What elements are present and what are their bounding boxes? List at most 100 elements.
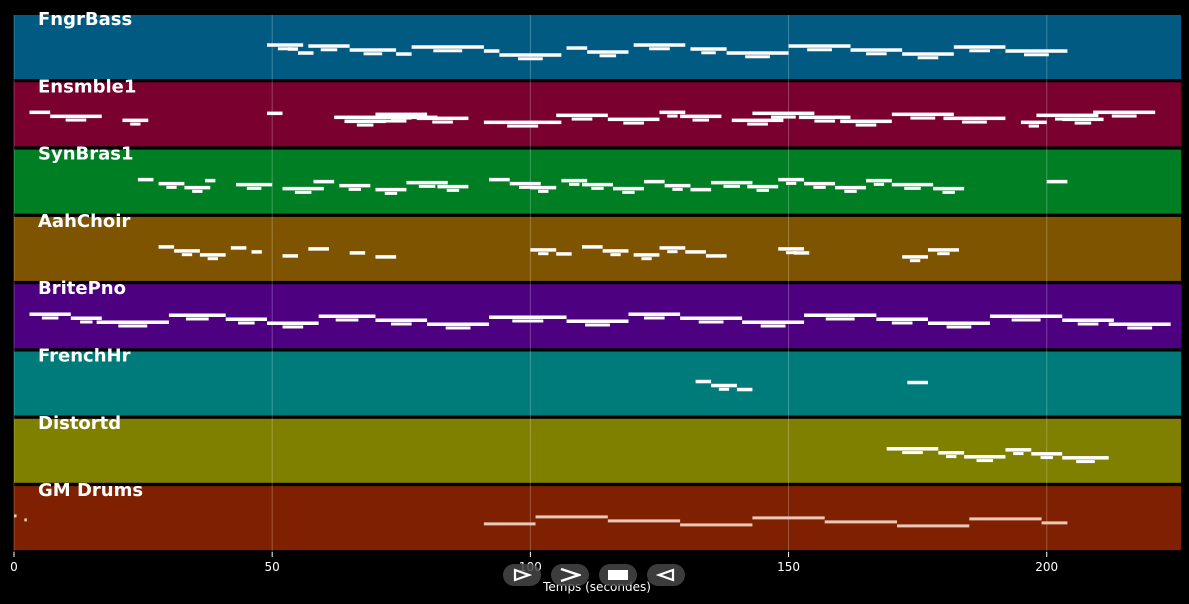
note [483, 522, 536, 526]
note [158, 245, 175, 249]
note [566, 46, 588, 50]
note [902, 52, 954, 56]
note [384, 191, 398, 195]
note [711, 180, 753, 185]
note [390, 116, 412, 120]
note [866, 178, 892, 183]
note [633, 253, 660, 257]
note [690, 187, 712, 192]
note [225, 317, 268, 321]
note [349, 48, 397, 52]
note [705, 254, 727, 258]
note [891, 112, 954, 117]
note [964, 455, 1006, 459]
note [517, 57, 543, 61]
note [137, 177, 154, 182]
playback-controls [503, 564, 685, 586]
note [569, 182, 580, 186]
note [731, 118, 784, 123]
note [785, 181, 797, 185]
note [509, 181, 541, 186]
note [334, 115, 438, 120]
note [891, 182, 934, 187]
prev-button[interactable] [503, 564, 541, 586]
note [946, 325, 972, 329]
note [927, 321, 990, 325]
note [943, 116, 1006, 121]
note [745, 55, 770, 59]
note [499, 53, 562, 57]
note [556, 113, 608, 118]
note [184, 185, 211, 190]
note [785, 251, 797, 255]
note [375, 187, 407, 192]
note [294, 190, 312, 194]
note [692, 118, 710, 122]
track-lane [14, 15, 1181, 79]
note [747, 122, 768, 126]
note [375, 112, 428, 117]
note [1077, 322, 1099, 326]
stop-button[interactable] [599, 564, 637, 586]
x-tick-label: 0 [10, 560, 18, 574]
note [896, 524, 970, 528]
note [538, 189, 549, 193]
note [904, 186, 921, 190]
note [335, 318, 359, 322]
note [1005, 448, 1032, 452]
note [348, 187, 362, 191]
note [855, 123, 877, 127]
note [659, 246, 686, 250]
note [1111, 114, 1137, 118]
note [866, 52, 887, 56]
back-button[interactable] [647, 564, 685, 586]
note [1062, 456, 1109, 460]
note [356, 123, 374, 127]
note [641, 257, 652, 261]
note [953, 45, 1006, 49]
note [804, 181, 836, 186]
note [813, 185, 826, 189]
note [118, 324, 148, 328]
note [902, 451, 923, 455]
note [680, 316, 743, 320]
note [602, 249, 629, 253]
note [277, 47, 293, 51]
note [622, 190, 635, 194]
note [446, 188, 460, 192]
note [174, 249, 200, 253]
prev-icon [513, 568, 532, 582]
note [643, 179, 665, 184]
note [891, 321, 913, 325]
note [607, 519, 681, 523]
note [718, 387, 730, 391]
note [793, 251, 810, 255]
note [771, 115, 796, 119]
note [933, 186, 965, 191]
note [298, 51, 314, 55]
note [246, 186, 262, 190]
track-label: Ensmble1 [38, 76, 136, 97]
next-button[interactable] [551, 564, 589, 586]
note [835, 185, 867, 190]
note [1031, 452, 1063, 456]
note [736, 387, 753, 392]
note [909, 259, 921, 263]
note [530, 185, 557, 190]
note [427, 322, 490, 326]
note [1062, 318, 1114, 322]
note [989, 314, 1063, 318]
note [50, 114, 102, 119]
note [70, 316, 102, 320]
note [599, 54, 617, 58]
back-icon [656, 568, 675, 582]
note [760, 324, 786, 328]
note [807, 48, 832, 52]
note [946, 455, 957, 459]
note [185, 317, 209, 321]
track-label: GM Drums [38, 480, 143, 501]
track-lane [14, 216, 1181, 281]
note [339, 183, 371, 188]
note [207, 257, 218, 261]
note [610, 253, 621, 257]
